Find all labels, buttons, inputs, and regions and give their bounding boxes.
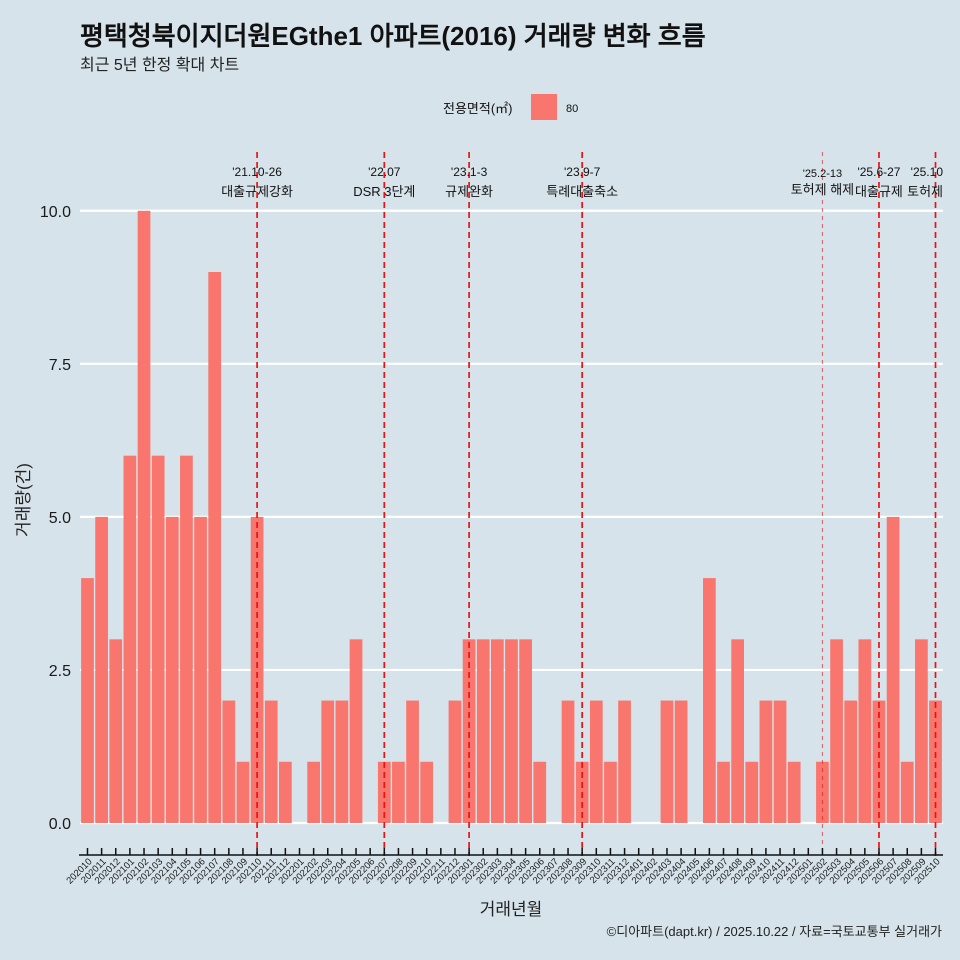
bar: [279, 761, 292, 824]
legend-swatch: [531, 94, 557, 120]
legend: 전용면적(㎡) 80: [443, 94, 578, 120]
bar: [759, 700, 773, 824]
bar: [194, 516, 207, 824]
bar: [872, 700, 886, 824]
bar: [844, 700, 858, 824]
bar: [151, 455, 165, 824]
event-lines: [256, 152, 937, 856]
bar: [462, 639, 476, 824]
y-tick-label: 0.0: [49, 816, 71, 833]
bar: [420, 761, 434, 824]
bar: [321, 700, 335, 824]
y-axis-title: 거래량(건): [14, 463, 33, 537]
event-date-label: '21.10-26: [232, 165, 282, 179]
event-date-label: '23.1-3: [451, 165, 488, 179]
bar: [660, 700, 674, 824]
caption: ©디아파트(dapt.kr) / 2025.10.22 / 자료=국토교통부 실…: [607, 924, 942, 939]
bar: [717, 761, 730, 824]
event-label: 대출규제: [855, 184, 903, 199]
bar: [533, 761, 547, 824]
bar: [915, 639, 928, 824]
bars: [81, 210, 942, 824]
bar: [81, 578, 94, 824]
event-date-label: '25.6-27: [857, 165, 900, 179]
bar: [858, 639, 872, 824]
bar: [519, 639, 532, 824]
bar: [618, 700, 631, 824]
bar: [745, 761, 759, 824]
bar: [674, 700, 688, 824]
bar: [929, 700, 942, 824]
event-date-label: '22.07: [368, 165, 401, 179]
bar: [703, 578, 716, 824]
event-label: 대출규제강화: [221, 184, 293, 199]
bar: [307, 761, 320, 824]
bar: [505, 639, 518, 824]
bar: [165, 516, 179, 824]
bar: [335, 700, 349, 824]
bar: [208, 271, 222, 824]
bar: [392, 761, 405, 824]
bar: [406, 700, 419, 824]
bar: [95, 516, 108, 824]
legend-entry-label: 80: [566, 103, 578, 115]
y-tick-label: 7.5: [49, 357, 71, 374]
bar: [222, 700, 236, 824]
bar: [349, 639, 363, 824]
bar: [476, 639, 490, 824]
bar: [787, 761, 801, 824]
y-tick-label: 10.0: [40, 204, 71, 221]
legend-title: 전용면적(㎡): [443, 101, 513, 116]
bar: [180, 455, 193, 824]
event-label: 토허제 해제: [791, 182, 854, 197]
x-axis-title: 거래년월: [480, 900, 543, 919]
bar: [731, 639, 744, 824]
event-label: 특례대출축소: [546, 184, 618, 199]
bar: [900, 761, 914, 824]
bar: [561, 700, 575, 824]
y-tick-label: 2.5: [49, 663, 71, 680]
event-annotations: '21.10-26 대출규제강화 '22.07 DSR 3단계 '23.1-3 규제완화 '…: [221, 165, 943, 199]
bar: [604, 761, 617, 824]
event-date-label: '25.10: [911, 165, 944, 179]
bar: [830, 639, 843, 824]
bar: [773, 700, 787, 824]
bar: [448, 700, 462, 824]
bar: [250, 516, 264, 824]
chart-title: 평택청북이지더원EGthe1 아파트(2016) 거래량 변화 흐름: [80, 21, 706, 51]
event-label: DSR 3단계: [353, 184, 415, 199]
bar: [589, 700, 603, 824]
bar: [264, 700, 278, 824]
event-date-label: '23.9-7: [564, 165, 601, 179]
event-label: 규제완화: [445, 184, 493, 199]
bar: [491, 639, 504, 824]
chart-subtitle: 최근 5년 한정 확대 차트: [80, 56, 239, 74]
event-label: 토허제: [907, 184, 943, 199]
bar: [123, 455, 137, 824]
bar: [109, 639, 123, 824]
bar: [137, 210, 151, 824]
event-date-label: '25.2-13: [803, 168, 842, 180]
y-tick-label: 5.0: [49, 510, 71, 527]
y-axis-ticks: 0.0 2.5 5.0 7.5 10.0: [40, 204, 71, 833]
bar: [236, 761, 250, 824]
bar: [886, 516, 900, 824]
